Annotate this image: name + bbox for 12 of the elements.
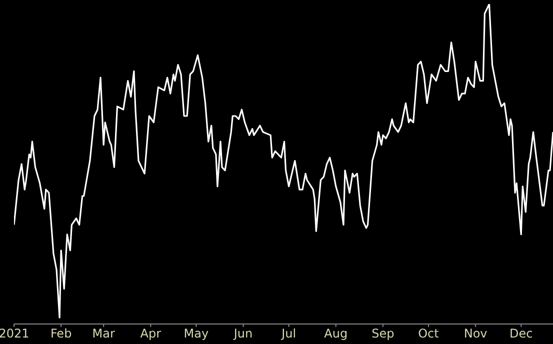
x-tick-label: Dec <box>510 326 533 341</box>
x-tick-label: Apr <box>140 326 162 341</box>
x-tick-label: 2021 <box>0 326 30 341</box>
x-tick-label: Nov <box>464 326 488 341</box>
x-tick-label: Jul <box>280 326 296 341</box>
x-tick-label: Mar <box>92 326 115 341</box>
x-tick-label: May <box>184 326 209 341</box>
x-tick-label: Sep <box>372 326 394 341</box>
x-tick-label: Oct <box>418 326 440 341</box>
x-tick-label: Jun <box>232 326 253 341</box>
x-tick-label: Aug <box>324 326 348 341</box>
x-tick-label: Feb <box>50 326 72 341</box>
